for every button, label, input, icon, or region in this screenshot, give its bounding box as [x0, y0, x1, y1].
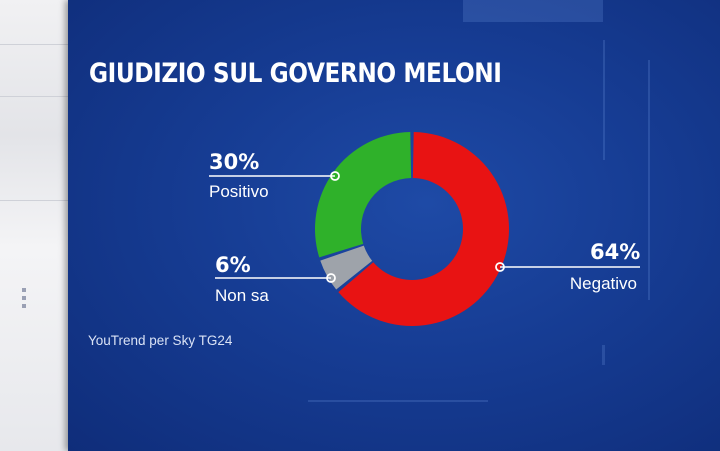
category-label-positivo: Positivo [209, 182, 269, 201]
left-side-strip [0, 0, 68, 451]
strip-line [0, 200, 68, 201]
background-decoration [648, 60, 650, 300]
slice-non-sa [320, 245, 373, 290]
category-label-negativo: Negativo [570, 274, 637, 293]
background-decoration [308, 400, 488, 402]
value-label-positivo: 30% [209, 150, 259, 174]
slice-positivo [315, 132, 412, 258]
strip-line [0, 96, 68, 97]
background-decoration [463, 0, 603, 22]
leader-dot-non-sa [326, 273, 336, 283]
value-label-non-sa: 6% [215, 253, 251, 277]
background-decoration [603, 40, 605, 160]
category-label-non-sa: Non sa [215, 286, 269, 305]
slice-negativo [338, 132, 509, 326]
background-decoration [602, 345, 605, 365]
strip-dots-icon [22, 288, 26, 312]
chart-panel: GIUDIZIO SUL GOVERNO MELONI YouTrend per… [68, 0, 720, 451]
chart-title: GIUDIZIO SUL GOVERNO MELONI [89, 58, 502, 89]
strip-line [0, 44, 68, 45]
source-label: YouTrend per Sky TG24 [88, 333, 233, 348]
leader-dot-positivo [330, 171, 340, 181]
leader-dot-negativo [495, 262, 505, 272]
value-label-negativo: 64% [590, 240, 640, 264]
